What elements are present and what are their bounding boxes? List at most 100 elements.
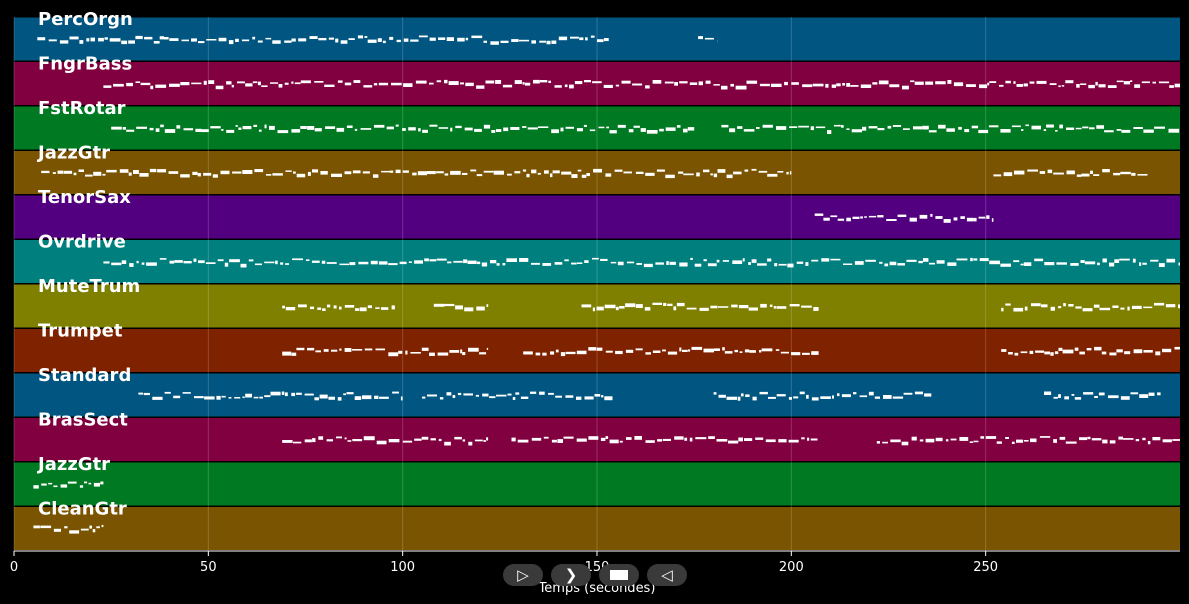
x-tick-label: 100 [390,560,415,575]
stop-button[interactable] [599,564,639,586]
note-mark [710,173,713,176]
note-mark [806,394,809,399]
note-mark [778,439,787,443]
note-mark [468,441,473,446]
note-mark [679,347,682,352]
note-mark [777,306,787,309]
note-mark [1139,394,1149,398]
note-mark [405,350,408,355]
note-mark [1013,81,1016,84]
note-mark [526,173,530,178]
note-mark [1155,351,1161,356]
note-mark [718,306,729,308]
note-mark [722,260,729,262]
note-mark [601,395,604,398]
note-mark [735,85,747,90]
note-mark [470,169,477,172]
note-mark [634,436,642,440]
note-mark [694,263,702,267]
note-mark [801,437,805,440]
note-mark [164,391,171,394]
note-mark [208,80,215,84]
note-mark [285,170,292,172]
track-labels: PercOrgn FngrBass FstRotar JazzGtr TenorSax O… [36,9,140,520]
note-mark [464,307,474,312]
note-mark [598,126,605,129]
note-mark [1041,304,1048,308]
note-mark [947,262,957,266]
note-mark [663,302,667,306]
track-lane [14,240,1180,283]
note-mark [1034,258,1044,262]
note-mark [1088,84,1095,89]
note-mark [135,35,143,40]
note-mark [444,173,449,176]
forward-button[interactable]: ❯ [551,564,591,586]
note-mark [605,350,613,353]
play-button[interactable]: ▷ [503,564,543,586]
note-mark [1013,307,1024,312]
note-mark [491,130,496,133]
note-mark [1046,124,1054,128]
note-mark [266,174,272,176]
note-mark [159,258,167,260]
note-mark [802,84,813,88]
note-mark [507,393,512,396]
note-mark [429,259,437,262]
note-mark [352,170,361,174]
note-mark [328,396,335,400]
note-mark [340,40,348,44]
note-mark [344,305,355,308]
note-mark [439,397,444,400]
note-mark [57,170,64,174]
note-mark [1029,81,1035,84]
note-mark [1075,306,1082,309]
note-mark [307,347,315,351]
note-mark [182,392,191,394]
note-mark [810,126,814,131]
note-mark [476,261,481,265]
note-mark [762,124,773,128]
note-mark [92,529,96,533]
note-mark [652,80,662,84]
note-mark [220,170,230,175]
note-mark [489,396,496,399]
note-mark [257,81,261,86]
note-mark [755,437,764,440]
note-mark [748,262,751,265]
note-mark [88,482,92,485]
note-mark [519,258,529,262]
note-mark [216,395,221,400]
note-mark [729,128,736,133]
note-mark [698,81,703,86]
note-mark [133,170,139,174]
note-mark [101,524,104,528]
note-mark [483,124,491,129]
note-mark [554,85,562,88]
note-mark [760,303,767,308]
note-mark [676,125,681,128]
note-mark [1089,127,1095,130]
note-mark [889,84,900,88]
note-mark [938,124,946,129]
note-mark [897,214,907,217]
note-mark [33,525,40,529]
note-mark [210,126,221,129]
note-mark [402,440,413,443]
rewind-button[interactable]: ◁ [647,564,687,586]
note-mark [836,83,841,87]
note-mark [903,392,913,395]
note-mark [833,124,841,127]
note-mark [331,349,338,352]
note-mark [495,129,502,132]
note-mark [149,127,154,131]
note-mark [444,303,455,307]
note-mark [1063,303,1066,307]
note-mark [560,127,564,132]
note-mark [403,83,413,87]
note-mark [683,173,694,176]
note-mark [1016,439,1023,443]
note-mark [67,481,77,484]
note-mark [911,436,917,441]
note-mark [86,38,90,42]
